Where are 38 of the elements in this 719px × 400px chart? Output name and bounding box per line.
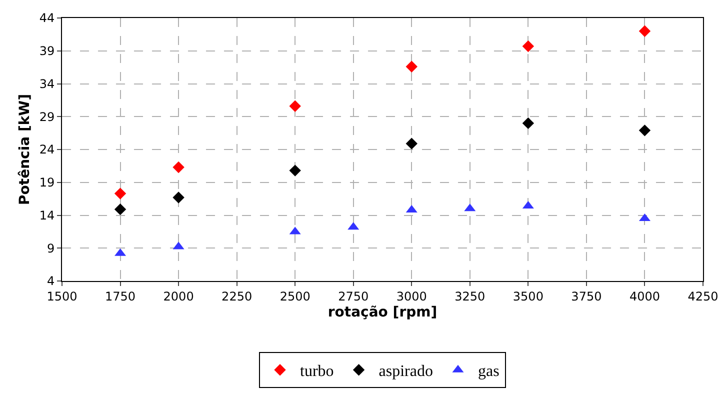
x-tick-label: 2000 (163, 289, 194, 304)
point (406, 60, 418, 73)
x-tick-label: 3500 (512, 289, 544, 304)
x-tick-label: 3000 (396, 289, 427, 304)
x-axis-title: rotação [rpm] (328, 304, 438, 321)
point (522, 40, 534, 52)
y-axis-title: Potência [kW] (16, 94, 33, 206)
y-tick-label: 14 (39, 208, 55, 222)
point (114, 203, 126, 216)
y-tick-label: 29 (39, 110, 55, 124)
point (289, 164, 301, 176)
x-tick-label: 2750 (338, 289, 369, 304)
point (289, 100, 301, 112)
point (172, 192, 184, 204)
legend-label: gas (478, 363, 500, 380)
point (406, 138, 418, 150)
y-tick-label: 9 (46, 241, 55, 256)
point (172, 161, 184, 174)
y-tick-label: 24 (39, 142, 55, 157)
y-tick-label: 34 (39, 76, 55, 91)
legend-label: turbo (300, 363, 334, 380)
x-tick-label: 4250 (688, 289, 718, 304)
y-tick-label: 19 (39, 176, 55, 190)
x-tick-label: 1750 (104, 289, 136, 304)
x-tick-label: 2250 (222, 289, 252, 304)
x-tick-label: 1500 (46, 289, 78, 304)
point (522, 117, 534, 130)
point (638, 124, 651, 136)
y-tick-label: 44 (39, 11, 55, 26)
x-tick-label: 3250 (454, 289, 486, 304)
y-tick-label: 4 (46, 274, 55, 288)
legend-label: aspirado (378, 363, 433, 380)
point (114, 188, 126, 200)
x-tick-label: 4000 (629, 289, 660, 304)
point (638, 25, 651, 37)
x-tick-label: 2500 (280, 289, 310, 304)
x-tick-label: 3750 (571, 289, 602, 304)
y-tick-label: 39 (39, 44, 55, 58)
